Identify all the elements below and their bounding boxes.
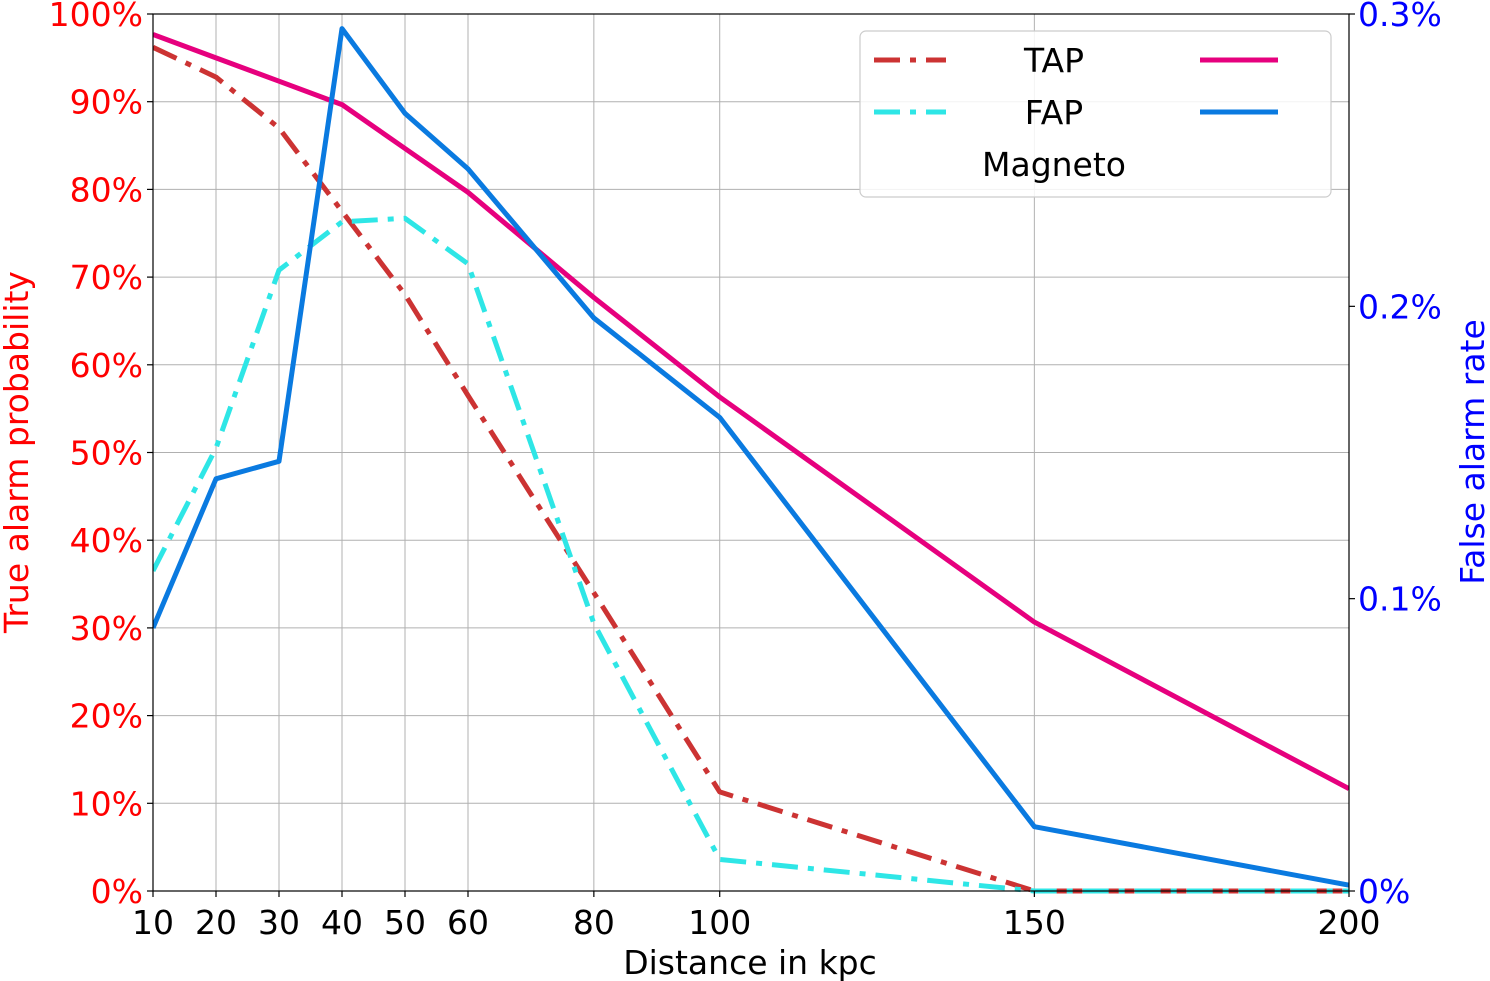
x-axis-ticks: 10 20 30 40 50 60 80 100 150 200 (132, 891, 1381, 942)
x-tick-label: 10 (132, 903, 174, 942)
legend-header-tap: TAP (1023, 41, 1084, 80)
x-tick-label: 100 (688, 903, 751, 942)
series-line-1 (153, 215, 1349, 894)
x-tick-label: 60 (447, 903, 489, 942)
x-tick-label: 150 (1003, 903, 1066, 942)
left-tick-label: 100% (49, 0, 143, 34)
right-tick-label: 0.3% (1358, 0, 1442, 34)
x-tick-label: 40 (321, 903, 363, 942)
left-tick-label: 0% (91, 872, 143, 911)
right-tick-label: 0.2% (1358, 287, 1442, 326)
left-tick-label: 70% (70, 258, 143, 297)
legend-header-fap: FAP (1025, 93, 1083, 132)
right-axis-label: False alarm rate (1453, 319, 1490, 585)
left-tick-label: 80% (70, 170, 143, 209)
left-axis-label: True alarm probability (0, 271, 36, 634)
left-tick-label: 50% (70, 434, 143, 473)
left-tick-label: 40% (70, 521, 143, 560)
left-tick-label: 90% (70, 83, 143, 122)
left-tick-label: 60% (70, 346, 143, 385)
left-tick-label: 10% (70, 784, 143, 823)
left-axis-ticks: 0% 10% 20% 30% 40% 50% 60% 70% 80% 90% 100% (49, 0, 153, 911)
x-tick-label: 20 (195, 903, 237, 942)
series-line-0 (153, 45, 1349, 894)
x-tick-label: 50 (384, 903, 426, 942)
legend-swatches (874, 57, 1278, 115)
x-tick-label: 200 (1318, 903, 1381, 942)
series-line-2 (153, 32, 1349, 791)
series-lines (153, 26, 1349, 894)
right-axis-ticks: 0% 0.1% 0.2% 0.3% (1349, 0, 1442, 911)
x-axis-label: Distance in kpc (623, 943, 877, 981)
left-tick-label: 20% (70, 697, 143, 736)
right-tick-label: 0.1% (1358, 580, 1442, 619)
legend: TAP FAP Magneto (859, 30, 1332, 198)
series-line-3 (153, 26, 1349, 888)
x-tick-label: 80 (573, 903, 615, 942)
right-tick-label: 0% (1358, 872, 1410, 911)
x-tick-label: 30 (258, 903, 300, 942)
left-tick-label: 30% (70, 609, 143, 648)
legend-box (859, 30, 1332, 198)
legend-row-label: Magneto (982, 145, 1126, 184)
